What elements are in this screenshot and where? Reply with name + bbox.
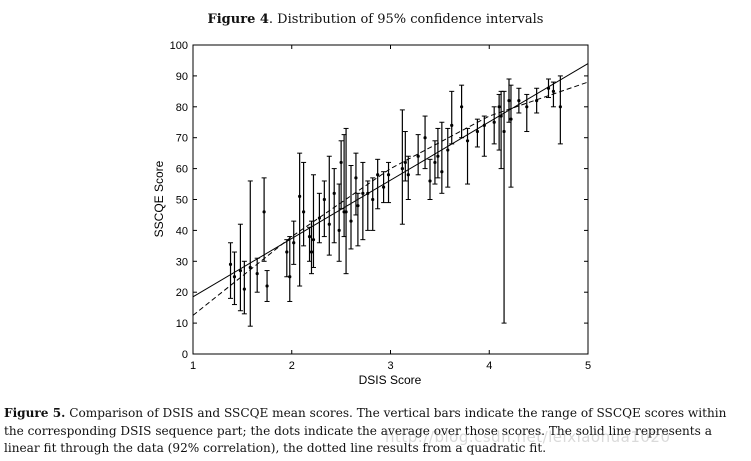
mean-dot bbox=[535, 99, 539, 103]
mean-dot bbox=[403, 160, 407, 165]
mean-dot bbox=[228, 262, 233, 266]
mean-dot bbox=[322, 197, 326, 202]
mean-dot bbox=[460, 105, 464, 109]
chart-marks bbox=[192, 63, 589, 327]
x-tick-label: 4 bbox=[486, 360, 492, 372]
mean-dot bbox=[465, 139, 470, 143]
y-tick-label: 20 bbox=[176, 287, 188, 299]
x-tick-label: 2 bbox=[289, 360, 295, 372]
x-tick-label: 5 bbox=[585, 360, 591, 372]
mean-dot bbox=[502, 129, 506, 134]
mean-dot bbox=[517, 99, 521, 103]
mean-dot bbox=[311, 238, 316, 242]
mean-dot bbox=[507, 99, 511, 103]
figure-caption: Figure 5. Comparison of DSIS and SSCQE m… bbox=[4, 405, 749, 458]
x-axis-label: DSIS Score bbox=[359, 373, 422, 387]
y-tick-label: 50 bbox=[176, 195, 188, 207]
mean-dot bbox=[317, 216, 321, 220]
mean-dot bbox=[428, 179, 432, 183]
mean-dot bbox=[302, 210, 306, 214]
mean-dot bbox=[450, 123, 454, 127]
figure-caption-text: Comparison of DSIS and SSCQE mean scores… bbox=[4, 406, 727, 455]
mean-dot bbox=[327, 222, 331, 226]
y-tick-label: 70 bbox=[176, 133, 188, 145]
mean-dot bbox=[298, 194, 302, 199]
figure-title-label: Figure 4 bbox=[207, 12, 269, 27]
mean-dot bbox=[376, 173, 380, 177]
y-tick-label: 100 bbox=[170, 40, 188, 52]
mean-dot bbox=[356, 204, 360, 208]
x-tick-label: 3 bbox=[387, 360, 393, 372]
mean-dot bbox=[332, 191, 336, 195]
quadratic-fit-line bbox=[192, 81, 589, 316]
mean-dot bbox=[558, 105, 562, 109]
mean-dot bbox=[406, 173, 410, 177]
mean-dot bbox=[349, 219, 353, 223]
mean-dot bbox=[440, 170, 444, 174]
mean-dot bbox=[339, 160, 343, 165]
y-tick-label: 30 bbox=[176, 256, 188, 268]
y-tick-label: 40 bbox=[176, 225, 188, 237]
mean-dot bbox=[238, 268, 242, 273]
mean-dot bbox=[255, 272, 259, 276]
y-tick-label: 60 bbox=[176, 164, 188, 176]
mean-dot bbox=[386, 173, 391, 177]
mean-dot bbox=[551, 89, 556, 93]
y-tick-label: 10 bbox=[176, 318, 188, 330]
mean-dot bbox=[366, 191, 370, 195]
figure-caption-label: Figure 5. bbox=[4, 406, 66, 420]
mean-dot bbox=[492, 120, 496, 124]
mean-dot bbox=[361, 191, 365, 195]
mean-dot bbox=[436, 154, 440, 158]
mean-dot bbox=[423, 136, 427, 140]
mean-dot bbox=[265, 284, 269, 288]
mean-dot bbox=[400, 167, 404, 171]
watermark: http://blog.csdn.net/leixiaohua1020 bbox=[385, 428, 671, 446]
mean-dot bbox=[509, 117, 513, 121]
figure-title: Figure 4. Distribution of 95% confidence… bbox=[0, 12, 751, 27]
y-tick-label: 80 bbox=[176, 102, 188, 114]
mean-dot bbox=[248, 265, 252, 270]
mean-dot bbox=[285, 250, 289, 254]
mean-dot bbox=[344, 210, 348, 214]
mean-dot bbox=[242, 287, 246, 291]
mean-dot bbox=[262, 210, 266, 214]
plot-frame bbox=[192, 44, 589, 355]
mean-dot bbox=[482, 123, 486, 127]
mean-dot bbox=[232, 275, 237, 279]
mean-dot bbox=[381, 185, 386, 189]
mean-dot bbox=[309, 250, 314, 254]
mean-dot bbox=[337, 228, 341, 232]
y-axis-label: SSCQE Score bbox=[152, 160, 166, 237]
mean-dot bbox=[446, 148, 450, 152]
y-tick-label: 0 bbox=[182, 349, 188, 361]
mean-dot bbox=[307, 234, 312, 239]
y-tick-label: 90 bbox=[176, 71, 188, 83]
x-tick-label: 1 bbox=[190, 360, 196, 372]
mean-dot bbox=[497, 105, 501, 109]
mean-dot bbox=[371, 197, 375, 202]
mean-dot bbox=[546, 86, 551, 90]
mean-dot bbox=[292, 241, 296, 245]
mean-dot bbox=[475, 129, 479, 134]
mean-dot bbox=[525, 105, 529, 109]
mean-dot bbox=[416, 154, 420, 158]
linear-fit-line bbox=[192, 63, 589, 298]
mean-dot bbox=[499, 114, 503, 118]
mean-dot bbox=[433, 160, 437, 165]
mean-dot bbox=[288, 275, 292, 279]
mean-dot bbox=[354, 176, 358, 180]
figure-title-text: . Distribution of 95% confidence interva… bbox=[268, 12, 544, 27]
